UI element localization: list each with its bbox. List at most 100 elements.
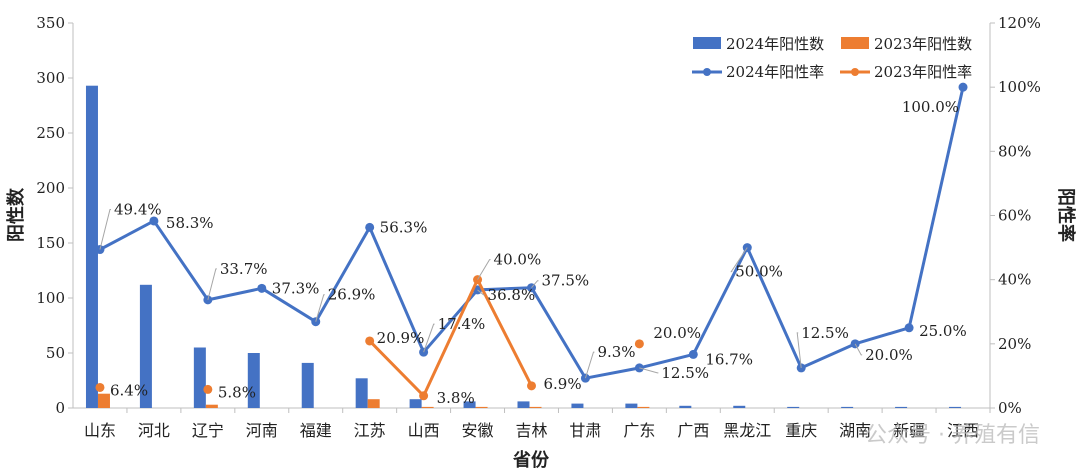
bar-2024-count	[679, 405, 692, 408]
y2-tick-label: 0%	[998, 399, 1022, 417]
rate-2024-data-label: 12.5%	[661, 364, 709, 382]
x-tick-label: 江苏	[354, 421, 386, 440]
rate-2024-leader-line	[639, 367, 659, 374]
bar-2023-count	[205, 404, 218, 408]
y2-axis-title: 阳性率	[1055, 188, 1077, 242]
y2-tick-label: 100%	[998, 78, 1041, 96]
rate-2024-marker	[257, 283, 267, 293]
rate-2024-data-label: 58.3%	[166, 214, 214, 232]
bar-2023-count	[97, 393, 110, 408]
y2-tick-label: 40%	[998, 271, 1031, 289]
x-tick-label: 重庆	[785, 421, 817, 440]
bar-2024-count	[895, 406, 908, 408]
bar-2024-count	[625, 403, 638, 408]
y2-tick-label: 60%	[998, 207, 1031, 225]
rate-2023-data-label: 6.9%	[544, 375, 582, 393]
y-tick-label: 50	[46, 344, 65, 362]
rate-2023-marker	[419, 391, 429, 401]
rate-2024-data-label: 33.7%	[220, 260, 268, 278]
y-tick-label: 300	[36, 69, 65, 87]
x-tick-label: 辽宁	[192, 421, 224, 440]
y-axis-title: 阳性数	[5, 187, 27, 242]
rate-2023-data-label: 3.8%	[437, 389, 475, 407]
x-axis-title: 省份	[512, 449, 550, 471]
rate-2023-marker	[634, 339, 644, 349]
x-tick-label: 江西	[947, 421, 979, 440]
x-tick-label: 福建	[300, 421, 332, 440]
legend: 2024年阳性数 2023年阳性数 2024年阳性率 2023年阳性率	[692, 35, 972, 81]
x-tick-label: 山西	[408, 421, 440, 440]
legend-label-2024-count: 2024年阳性数	[726, 35, 824, 53]
x-tick-label: 黑龙江	[723, 421, 771, 440]
rate-2024-data-label: 16.7%	[705, 350, 753, 368]
rate-2023-data-label: 40.0%	[494, 251, 542, 269]
legend-label-2023-rate: 2023年阳性率	[874, 63, 972, 81]
rate-2024-leader-line	[730, 247, 748, 273]
bar-2024-count	[409, 399, 422, 408]
rate-2024-leader-line	[796, 332, 802, 368]
legend-swatch-2024-count	[693, 37, 721, 49]
rate-2024-data-label: 36.8%	[488, 286, 536, 304]
legend-label-2024-rate: 2024年阳性率	[726, 63, 824, 81]
bar-2023-count	[637, 406, 650, 408]
rate-2024-leader-line	[315, 294, 325, 322]
legend-swatch-2023-count	[841, 37, 869, 49]
rate-2024-leader-line	[854, 343, 863, 356]
y2-tick-label: 120%	[998, 14, 1041, 32]
rate-2024-leader-line	[207, 268, 217, 301]
y-tick-label: 0	[55, 399, 65, 417]
rate-2024-data-label: 56.3%	[380, 218, 428, 236]
bar-2024-count	[355, 378, 368, 408]
rate-2024-data-label: 17.4%	[438, 315, 486, 333]
rate-2023-marker	[527, 381, 536, 391]
rate-2024-data-label: 26.9%	[328, 286, 376, 304]
bar-2023-count	[367, 399, 380, 408]
rate-2024-marker	[904, 323, 914, 333]
x-tick-label: 河南	[246, 421, 278, 440]
rate-2024-data-label: 9.3%	[597, 343, 635, 361]
rate-2024-leader-line	[99, 209, 111, 250]
bar-2023-count	[421, 406, 434, 408]
x-tick-label: 河北	[138, 421, 170, 440]
bar-2024-count	[193, 347, 206, 408]
bar-2023-count	[529, 406, 542, 408]
rate-2023-marker	[365, 336, 375, 346]
rate-2024-leader-line	[477, 289, 485, 296]
bar-2024-count	[85, 85, 98, 408]
y2-tick-label: 20%	[998, 335, 1031, 353]
bar-2024-count	[949, 406, 962, 408]
bar-2024-count	[787, 406, 800, 408]
rate-2024-data-label: 20.0%	[865, 346, 913, 364]
x-tick-label: 甘肃	[569, 421, 601, 440]
axes: 0 50 100 150 200 250 300 350 0% 20% 40% 60% 80% 100% 1…	[36, 14, 1041, 440]
y-tick-label: 350	[36, 14, 65, 32]
bar-2024-count	[571, 403, 584, 408]
y2-tick-label: 80%	[998, 142, 1031, 160]
rate-2023-data-label: 20.0%	[653, 324, 701, 342]
rate-2024-data-label: 25.0%	[919, 322, 967, 340]
rate-2023-leader-line	[477, 259, 491, 280]
rate-2023-data-label: 5.8%	[218, 383, 256, 401]
legend-swatch-2024-rate-marker	[703, 68, 711, 76]
bars	[85, 85, 962, 408]
y-tick-label: 200	[36, 179, 65, 197]
rate-2024-data-label: 37.5%	[542, 272, 590, 290]
rate-2023-data-label: 20.9%	[377, 329, 425, 347]
rate-2024-marker	[365, 222, 375, 232]
legend-swatch-2023-rate-marker	[851, 68, 859, 76]
bar-2024-count	[139, 284, 152, 408]
rate-2024-data-label: 49.4%	[114, 201, 162, 219]
rate-2024-leader-line	[531, 280, 539, 289]
bar-2023-count	[475, 406, 488, 408]
rate-2024-marker	[688, 349, 698, 359]
rate-2024-marker	[958, 82, 968, 92]
bar-2024-count	[733, 405, 746, 408]
x-tick-label: 广西	[677, 421, 709, 440]
x-tick-label: 山东	[84, 421, 116, 440]
bar-2024-count	[841, 406, 854, 408]
rate-2023-data-label: 6.4%	[110, 381, 148, 399]
rate-2024-leader-line	[423, 323, 435, 353]
bar-2024-count	[517, 401, 530, 408]
bar-2024-count	[301, 362, 314, 408]
